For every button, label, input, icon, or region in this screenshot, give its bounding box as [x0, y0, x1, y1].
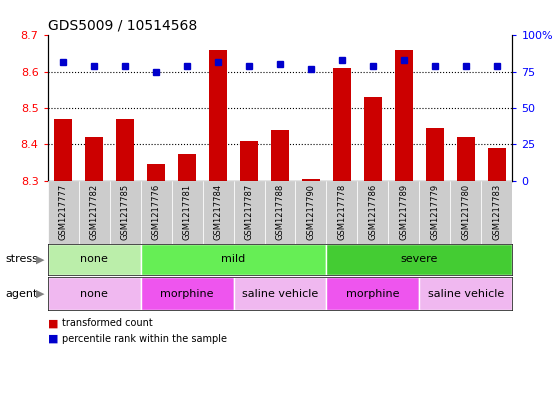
Text: severe: severe	[401, 254, 438, 264]
Bar	[116, 119, 134, 181]
Bar	[419, 277, 512, 310]
Bar	[178, 154, 197, 181]
Text: mild: mild	[221, 254, 246, 264]
Bar	[363, 97, 382, 181]
Text: stress: stress	[6, 254, 39, 264]
Text: morphine: morphine	[160, 289, 214, 299]
Bar	[171, 181, 203, 244]
Bar	[209, 50, 227, 181]
Bar	[357, 181, 389, 244]
Text: GSM1217780: GSM1217780	[461, 184, 470, 240]
Bar	[333, 68, 351, 181]
Bar	[326, 181, 357, 244]
Bar	[141, 244, 326, 275]
Bar	[147, 164, 165, 181]
Text: GSM1217781: GSM1217781	[183, 184, 192, 240]
Bar	[395, 50, 413, 181]
Bar	[110, 181, 141, 244]
Bar	[296, 181, 326, 244]
Text: agent: agent	[6, 289, 38, 299]
Text: saline vehicle: saline vehicle	[242, 289, 318, 299]
Bar	[234, 181, 264, 244]
Bar	[54, 119, 72, 181]
Bar	[270, 130, 290, 181]
Bar	[482, 181, 512, 244]
Text: ▶: ▶	[36, 289, 45, 299]
Text: GSM1217782: GSM1217782	[90, 184, 99, 240]
Text: ■: ■	[48, 334, 58, 344]
Bar	[203, 181, 234, 244]
Text: none: none	[80, 289, 108, 299]
Bar	[389, 181, 419, 244]
Bar	[234, 277, 326, 310]
Text: none: none	[80, 254, 108, 264]
Bar	[302, 179, 320, 181]
Text: GDS5009 / 10514568: GDS5009 / 10514568	[48, 19, 197, 33]
Text: morphine: morphine	[346, 289, 400, 299]
Bar	[48, 244, 141, 275]
Text: GSM1217777: GSM1217777	[59, 184, 68, 240]
Bar	[450, 181, 482, 244]
Text: GSM1217786: GSM1217786	[368, 184, 377, 240]
Text: transformed count: transformed count	[62, 318, 152, 328]
Bar	[419, 181, 450, 244]
Text: GSM1217785: GSM1217785	[120, 184, 129, 240]
Text: GSM1217779: GSM1217779	[431, 184, 440, 240]
Text: GSM1217776: GSM1217776	[152, 184, 161, 240]
Bar	[326, 244, 512, 275]
Text: ▶: ▶	[36, 254, 45, 264]
Bar	[141, 277, 234, 310]
Bar	[141, 181, 171, 244]
Bar	[240, 141, 258, 181]
Text: GSM1217784: GSM1217784	[213, 184, 222, 240]
Bar	[326, 277, 419, 310]
Bar	[264, 181, 296, 244]
Bar	[488, 148, 506, 181]
Text: GSM1217790: GSM1217790	[306, 184, 315, 240]
Bar	[48, 277, 141, 310]
Text: GSM1217789: GSM1217789	[399, 184, 408, 240]
Bar	[426, 128, 444, 181]
Bar	[85, 137, 104, 181]
Text: percentile rank within the sample: percentile rank within the sample	[62, 334, 227, 344]
Bar	[48, 181, 78, 244]
Text: GSM1217778: GSM1217778	[338, 184, 347, 240]
Bar	[78, 181, 110, 244]
Text: GSM1217788: GSM1217788	[276, 184, 284, 240]
Text: GSM1217787: GSM1217787	[245, 184, 254, 240]
Text: saline vehicle: saline vehicle	[428, 289, 504, 299]
Text: ■: ■	[48, 318, 58, 328]
Text: GSM1217783: GSM1217783	[492, 184, 501, 240]
Bar	[456, 137, 475, 181]
